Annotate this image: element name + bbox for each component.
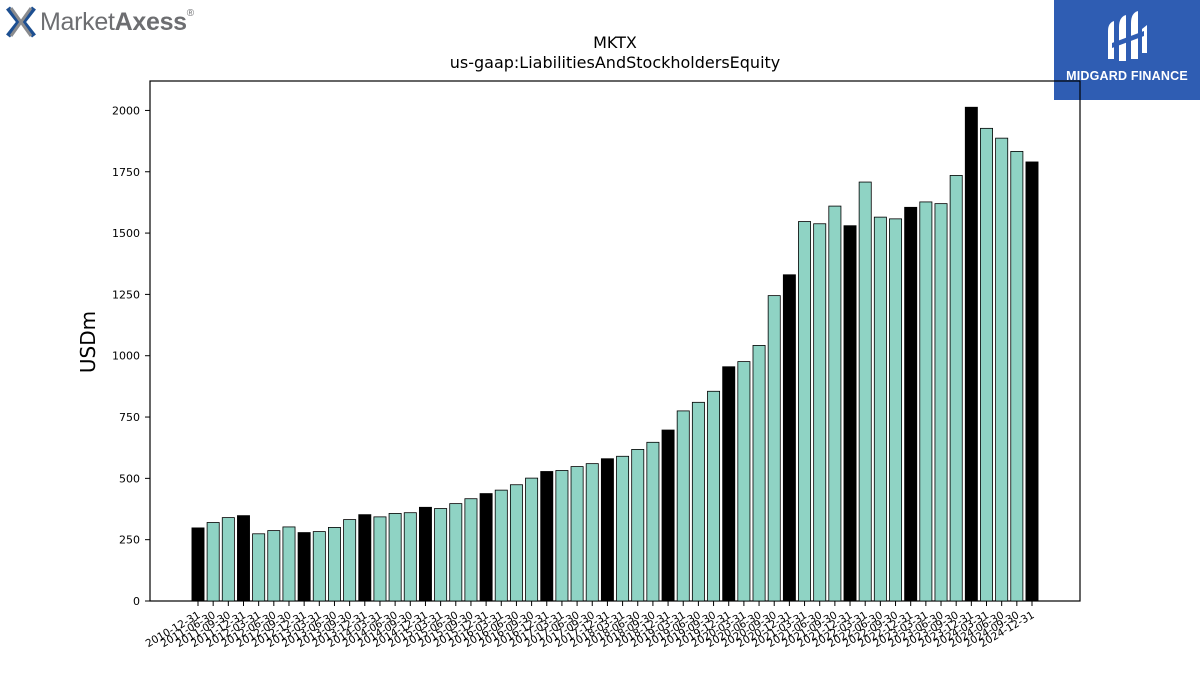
- y-tick-label: 0: [133, 595, 140, 608]
- y-tick-label: 250: [119, 534, 140, 547]
- bar: [191, 527, 205, 602]
- bar: [889, 218, 902, 602]
- bar: [873, 216, 887, 602]
- bar: [570, 466, 584, 602]
- bar: [737, 361, 751, 602]
- bar: [919, 201, 933, 602]
- midgard-finance-badge: MIDGARD FINANCE: [1054, 0, 1200, 100]
- bar: [949, 175, 963, 602]
- bar: [282, 526, 296, 602]
- bar: [464, 498, 478, 602]
- midgard-m-icon: [1108, 11, 1147, 61]
- bar: [343, 519, 357, 602]
- bar: [221, 517, 235, 602]
- bar: [798, 221, 812, 602]
- bar: [646, 441, 660, 602]
- bar: [525, 477, 539, 602]
- bar: [403, 512, 417, 602]
- bar: [540, 471, 554, 602]
- bar: [267, 530, 281, 602]
- bar: [904, 206, 918, 602]
- company-name: MarketAxess®: [40, 7, 194, 36]
- bar: [600, 458, 614, 602]
- bar: [813, 223, 827, 602]
- badge-text: MIDGARD FINANCE: [1066, 69, 1188, 83]
- bar: [388, 513, 402, 602]
- y-axis-label: USDm: [76, 311, 100, 373]
- bar: [328, 527, 341, 602]
- bar: [1025, 161, 1039, 602]
- bar: [312, 531, 326, 602]
- chart-title: MKTX: [593, 33, 637, 52]
- bar: [752, 345, 766, 602]
- bar: [418, 506, 432, 602]
- y-axis: 0 250 500 750 1000 1250 1500 1750 2000: [112, 104, 150, 608]
- bar: [1010, 150, 1024, 602]
- bar: [964, 106, 978, 602]
- bar: [767, 295, 781, 602]
- bar: [616, 455, 630, 602]
- x-axis: 2010-12-312011-06-302011-09-302011-12-31…: [144, 601, 1037, 650]
- bar: [722, 366, 736, 602]
- y-tick-label: 2000: [112, 104, 140, 117]
- y-tick-label: 1500: [112, 227, 140, 240]
- bar: [373, 516, 387, 602]
- bar: [676, 410, 690, 602]
- y-tick-label: 1000: [112, 350, 140, 363]
- y-tick-label: 500: [119, 472, 140, 485]
- bar: [479, 493, 493, 602]
- bar: [494, 489, 508, 602]
- bar: [206, 522, 220, 602]
- bar: [691, 401, 705, 602]
- chart-subtitle: us-gaap:LiabilitiesAndStockholdersEquity: [450, 53, 781, 72]
- bar: [828, 205, 842, 602]
- bar: [782, 274, 796, 602]
- bar: [449, 503, 463, 602]
- bar: [631, 449, 645, 602]
- bar: [434, 508, 448, 602]
- bar: [237, 515, 250, 602]
- bars: [191, 106, 1039, 602]
- y-tick-label: 1250: [112, 288, 140, 301]
- bar: [358, 514, 372, 602]
- bar: [252, 533, 266, 602]
- y-tick-label: 1750: [112, 166, 140, 179]
- bar: [661, 429, 675, 602]
- bar: [707, 390, 721, 602]
- bar: [934, 203, 948, 602]
- bar: [980, 127, 993, 602]
- bar: [995, 137, 1009, 602]
- bar: [509, 484, 523, 602]
- bar: [555, 470, 569, 602]
- market-axess-x-icon: [6, 6, 36, 38]
- bar: [585, 463, 599, 602]
- y-tick-label: 750: [119, 411, 140, 424]
- plot-frame: [149, 80, 1081, 602]
- bar: [297, 532, 311, 602]
- bar: [858, 181, 872, 602]
- market-axess-logo: MarketAxess®: [6, 4, 194, 40]
- bar: [843, 225, 857, 602]
